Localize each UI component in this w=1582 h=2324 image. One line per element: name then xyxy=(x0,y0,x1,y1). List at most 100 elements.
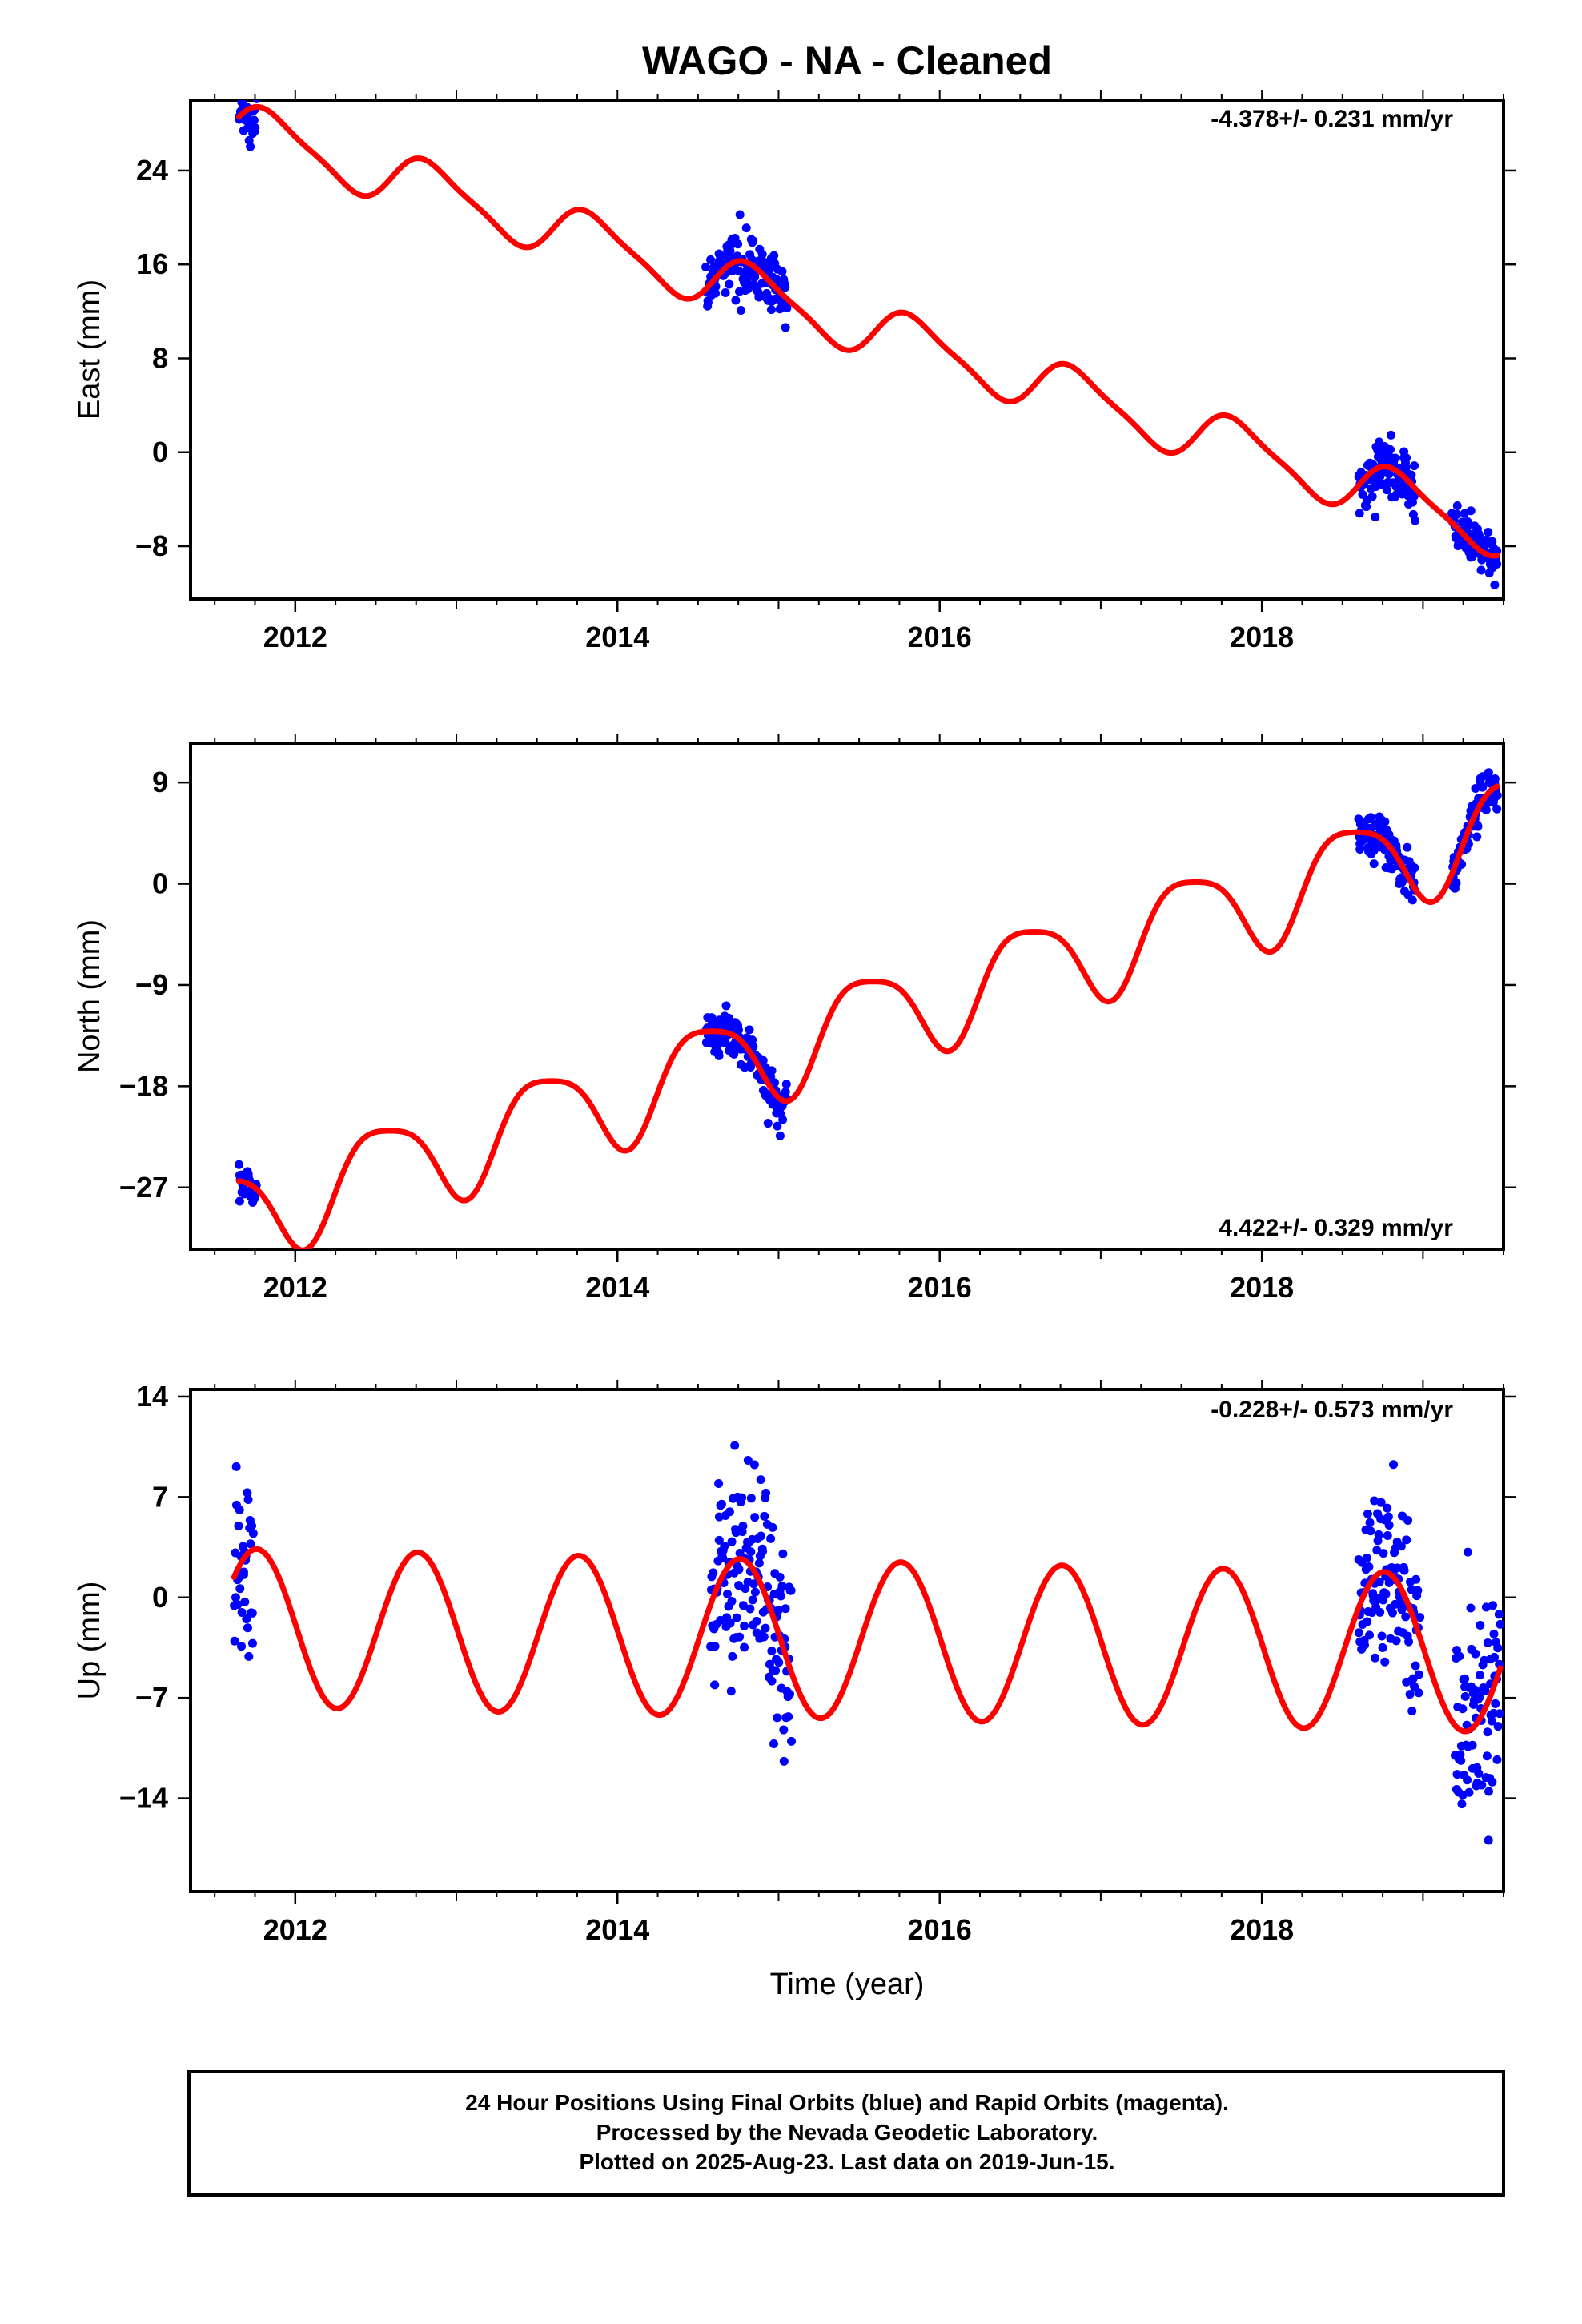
data-point xyxy=(1384,1520,1394,1530)
data-point xyxy=(706,255,716,264)
data-point xyxy=(711,288,721,298)
y-tick-label: −18 xyxy=(119,1069,168,1102)
data-point xyxy=(1481,806,1491,815)
data-point xyxy=(714,1051,724,1060)
data-point xyxy=(752,1616,761,1626)
data-point xyxy=(1410,863,1419,873)
data-point xyxy=(714,1535,724,1545)
data-point xyxy=(728,1651,737,1661)
data-point xyxy=(733,239,743,249)
up-panel: 2012 2014 2016 2018 14 7 0 −7 −14 Up (mm) -0.228+/… xyxy=(73,1380,1516,1946)
data-point xyxy=(740,1621,749,1630)
data-point xyxy=(787,1736,797,1746)
data-point xyxy=(778,1115,788,1124)
y-axis-label: North (mm) xyxy=(73,919,106,1073)
data-point xyxy=(1492,790,1502,800)
data-point xyxy=(1369,859,1379,869)
data-point xyxy=(1452,878,1461,887)
x-tick-label: 2014 xyxy=(585,1913,649,1946)
data-point xyxy=(760,258,769,267)
data-points xyxy=(235,75,1502,589)
data-point xyxy=(1413,1586,1423,1595)
data-point xyxy=(1405,1690,1415,1699)
data-point xyxy=(1375,1577,1384,1586)
data-point xyxy=(234,1521,243,1530)
data-point xyxy=(235,1160,244,1169)
data-point xyxy=(1463,1547,1472,1557)
data-point xyxy=(1379,1549,1388,1558)
data-point xyxy=(1375,1607,1385,1617)
data-point xyxy=(750,1587,760,1597)
data-point xyxy=(1460,1674,1470,1683)
data-point xyxy=(1365,1630,1375,1640)
y-tick-label: 9 xyxy=(152,766,168,798)
data-point xyxy=(1396,1542,1406,1551)
data-point xyxy=(710,1642,720,1651)
data-point xyxy=(1480,1686,1490,1695)
rate-annotation: -0.228+/- 0.573 mm/yr xyxy=(1211,1397,1453,1423)
data-point xyxy=(247,1521,257,1530)
data-point xyxy=(1493,1722,1503,1731)
data-point xyxy=(243,75,252,84)
data-point xyxy=(715,251,725,260)
rate-annotation: -4.378+/- 0.231 mm/yr xyxy=(1211,106,1453,132)
data-point xyxy=(1414,1688,1423,1698)
x-tick-label: 2014 xyxy=(585,621,649,653)
data-point xyxy=(1457,1799,1467,1809)
plot-frame xyxy=(189,742,1505,1251)
data-point xyxy=(1411,516,1420,525)
data-point xyxy=(703,298,713,308)
data-point xyxy=(1473,822,1483,831)
data-point xyxy=(1389,1460,1399,1470)
data-point xyxy=(767,1676,777,1686)
data-point xyxy=(240,1597,250,1606)
x-axis-label: Time (year) xyxy=(770,1968,925,2001)
data-point xyxy=(781,283,790,292)
data-point xyxy=(243,1488,252,1498)
data-point xyxy=(1490,774,1500,784)
data-point xyxy=(725,246,735,255)
data-point xyxy=(1495,1709,1504,1719)
data-point xyxy=(1466,1603,1476,1613)
data-point xyxy=(769,251,779,260)
data-point xyxy=(237,1642,247,1651)
data-point xyxy=(1355,845,1365,854)
data-point xyxy=(1463,1775,1472,1785)
data-point xyxy=(749,236,758,246)
data-point xyxy=(1404,1637,1414,1647)
data-point xyxy=(1359,1640,1369,1650)
data-point xyxy=(252,100,261,103)
data-point xyxy=(708,1015,717,1025)
data-point xyxy=(1364,1562,1374,1571)
data-point xyxy=(730,1441,740,1450)
data-point xyxy=(247,1638,257,1648)
data-point xyxy=(759,1632,769,1642)
data-point xyxy=(737,1493,747,1502)
data-point xyxy=(777,267,787,276)
data-point xyxy=(243,1494,253,1504)
footer-line-1: 24 Hour Positions Using Final Orbits (bl… xyxy=(465,2090,1229,2115)
data-point xyxy=(773,1713,782,1723)
data-point xyxy=(1385,444,1395,454)
data-point xyxy=(246,142,255,151)
data-point xyxy=(1474,1769,1484,1779)
data-point xyxy=(1355,509,1364,518)
data-point xyxy=(748,1595,757,1605)
data-point xyxy=(727,1537,737,1546)
data-point xyxy=(746,1547,756,1557)
data-point xyxy=(1383,1503,1392,1513)
east-panel: 2012 2014 2016 2018 24 16 8 0 −8 East (mm) -4.378+… xyxy=(73,75,1516,653)
data-point xyxy=(734,1565,744,1574)
data-point xyxy=(1401,1612,1411,1622)
data-point xyxy=(1466,506,1476,516)
data-point xyxy=(1362,1553,1371,1562)
data-point xyxy=(1452,501,1462,511)
data-point xyxy=(1391,1636,1401,1646)
data-point xyxy=(777,1582,787,1591)
model-curve xyxy=(235,783,1500,1249)
data-point xyxy=(1391,453,1400,463)
data-point xyxy=(231,1593,240,1602)
data-point xyxy=(735,210,745,219)
data-point xyxy=(231,1462,241,1471)
data-point xyxy=(1477,1780,1487,1790)
